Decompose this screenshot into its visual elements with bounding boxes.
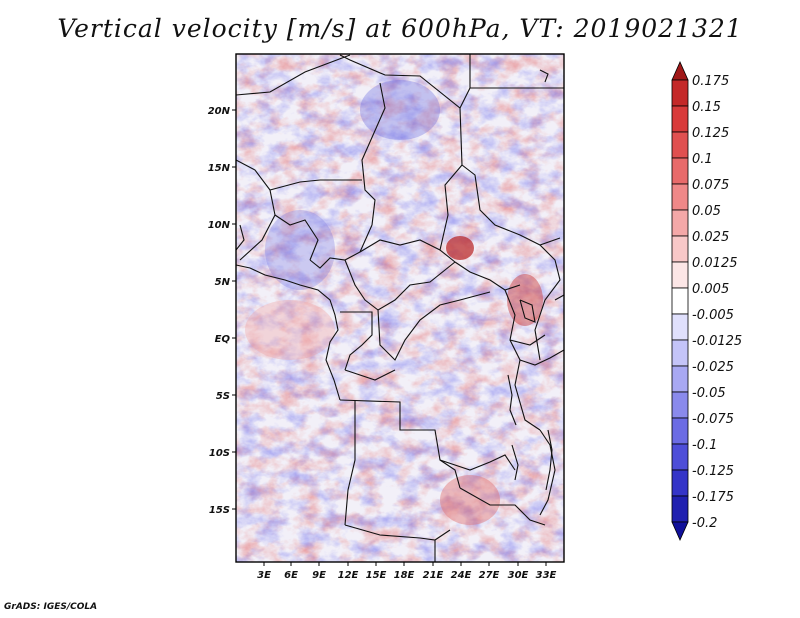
lon-tick-label: 30E xyxy=(508,570,529,581)
colorbar-label: 0.15 xyxy=(692,100,721,115)
lat-tick-label: 15S xyxy=(209,505,230,516)
colorbar-segment xyxy=(671,287,689,315)
lon-tick-label: 27E xyxy=(479,570,500,581)
lat-tick-label: 15N xyxy=(208,163,231,174)
lon-tick-label: 12E xyxy=(338,570,359,581)
colorbar-label: 0.005 xyxy=(692,282,729,297)
colorbar-label: -0.025 xyxy=(692,360,734,375)
lon-tick-label: 21E xyxy=(423,570,444,581)
lat-tick-label: 5N xyxy=(215,277,231,288)
chart-title: Vertical velocity [m/s] at 600hPa, VT: 2… xyxy=(57,14,743,43)
colorbar-segment xyxy=(671,79,689,107)
colorbar-label: 0.1 xyxy=(692,152,713,167)
colorbar-segment xyxy=(671,339,689,367)
lat-tick-label: 5S xyxy=(216,391,230,402)
colorbar-label: -0.075 xyxy=(692,412,734,427)
colorbar-segment xyxy=(671,443,689,471)
colorbar-label: 0.0125 xyxy=(692,256,738,271)
colorbar-segment xyxy=(671,209,689,237)
colorbar-label: 0.05 xyxy=(692,204,721,219)
colorbar-label: -0.125 xyxy=(692,464,734,479)
colorbar-label: -0.175 xyxy=(692,490,734,505)
lat-tick-label: 10N xyxy=(208,220,231,231)
colorbar-label: -0.2 xyxy=(692,516,717,531)
colorbar-segment xyxy=(671,521,689,541)
colorbar-segment xyxy=(671,183,689,211)
colorbar-segment xyxy=(671,235,689,263)
map-frame xyxy=(235,53,565,563)
grads-credit: GrADS: IGES/COLA xyxy=(4,602,98,612)
colorbar-segment xyxy=(671,105,689,133)
colorbar-label: -0.05 xyxy=(692,386,726,401)
colorbar-segment xyxy=(671,157,689,185)
colorbar-segment xyxy=(671,61,689,81)
colorbar-segment xyxy=(671,469,689,497)
lon-tick-label: 9E xyxy=(312,570,326,581)
colorbar-segment xyxy=(671,313,689,341)
lon-tick-label: 24E xyxy=(451,570,472,581)
latitude-axis: 20N 15N 10N 5N EQ 5S 10S 15S xyxy=(208,106,236,516)
colorbar-label: -0.0125 xyxy=(692,334,742,349)
colorbar-segment xyxy=(671,391,689,419)
lon-tick-label: 15E xyxy=(366,570,387,581)
lat-tick-label: 10S xyxy=(209,448,230,459)
lon-tick-label: 33E xyxy=(536,570,557,581)
colorbar-label: 0.175 xyxy=(692,74,729,89)
lat-tick-label: EQ xyxy=(215,334,231,345)
longitude-axis: 3E 6E 9E 12E 15E 18E 21E 24E 27E 30E 33E xyxy=(257,562,557,581)
colorbar-label: 0.125 xyxy=(692,126,729,141)
colorbar-segment xyxy=(671,131,689,159)
colorbar-segment xyxy=(671,365,689,393)
lon-tick-label: 6E xyxy=(284,570,298,581)
colorbar-label: 0.075 xyxy=(692,178,729,193)
colorbar-label: 0.025 xyxy=(692,230,729,245)
lon-tick-label: 18E xyxy=(394,570,415,581)
colorbar-label: -0.005 xyxy=(692,308,734,323)
country-boundaries xyxy=(236,54,564,562)
colorbar: 0.175 0.15 0.125 0.1 0.075 0.05 0.025 0.0125 0.0… xyxy=(671,61,742,541)
lon-tick-label: 3E xyxy=(257,570,271,581)
velocity-field xyxy=(236,54,564,562)
colorbar-label: -0.1 xyxy=(692,438,717,453)
colorbar-segment xyxy=(671,495,689,523)
colorbar-segment xyxy=(671,417,689,445)
colorbar-segment xyxy=(671,261,689,289)
lat-tick-label: 20N xyxy=(208,106,231,117)
